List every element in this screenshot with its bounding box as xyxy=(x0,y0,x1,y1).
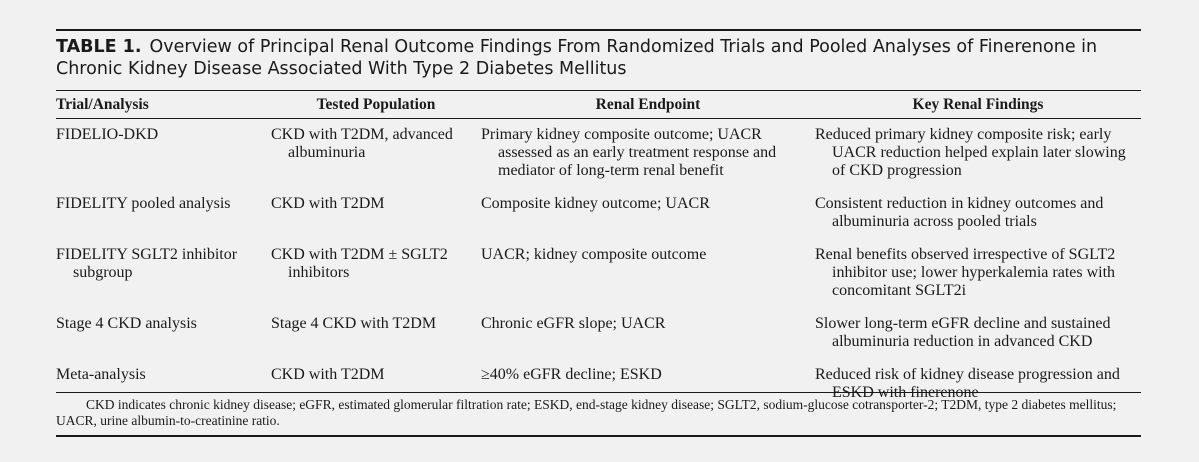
cell-findings: Reduced primary kidney composite risk; e… xyxy=(815,126,1126,179)
cell-endpoint: Composite kidney outcome; UACR xyxy=(481,195,710,212)
cell-population: CKD with T2DM xyxy=(271,195,385,212)
cell-trial: FIDELITY pooled analysis xyxy=(56,195,231,212)
findings-table: Trial/Analysis Tested Population Renal E… xyxy=(56,92,1141,409)
cell-population: CKD with T2DM xyxy=(271,366,385,383)
header-trial: Trial/Analysis xyxy=(56,96,149,113)
table-row: FIDELITY pooled analysis CKD with T2DM C… xyxy=(56,187,1141,238)
header-top-rule xyxy=(56,90,1141,91)
header-bottom-rule xyxy=(56,118,1141,119)
header-population: Tested Population xyxy=(316,96,436,113)
cell-trial: Meta-analysis xyxy=(56,366,146,383)
header-findings: Key Renal Findings xyxy=(912,96,1044,113)
cell-population: Stage 4 CKD with T2DM xyxy=(271,315,437,332)
cell-findings: Slower long-term eGFR decline and sustai… xyxy=(815,315,1111,350)
cell-trial: FIDELITY SGLT2 inhibitor subgroup xyxy=(56,246,238,281)
table-row: Stage 4 CKD analysis Stage 4 CKD with T2… xyxy=(56,307,1141,358)
top-rule xyxy=(56,29,1141,31)
table-row: FIDELITY SGLT2 inhibitor subgroup CKD wi… xyxy=(56,238,1141,307)
cell-population: CKD with T2DM ± SGLT2 inhibitors xyxy=(271,246,448,281)
cell-trial: FIDELIO-DKD xyxy=(56,126,159,143)
table-footnote: CKD indicates chronic kidney disease; eG… xyxy=(56,397,1117,428)
cell-population: CKD with T2DM, advanced albuminuria xyxy=(271,126,453,161)
table-label: TABLE 1. xyxy=(56,37,142,57)
header-row: Trial/Analysis Tested Population Renal E… xyxy=(56,92,1141,118)
table-caption: TABLE 1. Overview of Principal Renal Outc… xyxy=(56,36,1146,80)
cell-endpoint: Primary kidney composite outcome; UACR a… xyxy=(481,126,777,179)
cell-endpoint: Chronic eGFR slope; UACR xyxy=(481,315,666,332)
cell-findings: Renal benefits observed irrespective of … xyxy=(815,246,1116,299)
cell-findings: Consistent reduction in kidney outcomes … xyxy=(815,195,1104,230)
table-row: FIDELIO-DKD CKD with T2DM, advanced albu… xyxy=(56,118,1141,187)
footnote-bottom-rule xyxy=(56,435,1141,437)
table-bottom-rule xyxy=(56,392,1141,393)
cell-endpoint: ≥40% eGFR decline; ESKD xyxy=(481,366,662,383)
table-row: Meta-analysis CKD with T2DM ≥40% eGFR de… xyxy=(56,358,1141,409)
cell-trial: Stage 4 CKD analysis xyxy=(56,315,197,332)
caption-text: Overview of Principal Renal Outcome Find… xyxy=(56,37,1098,79)
header-endpoint: Renal Endpoint xyxy=(595,96,701,113)
cell-endpoint: UACR; kidney composite outcome xyxy=(481,246,707,263)
